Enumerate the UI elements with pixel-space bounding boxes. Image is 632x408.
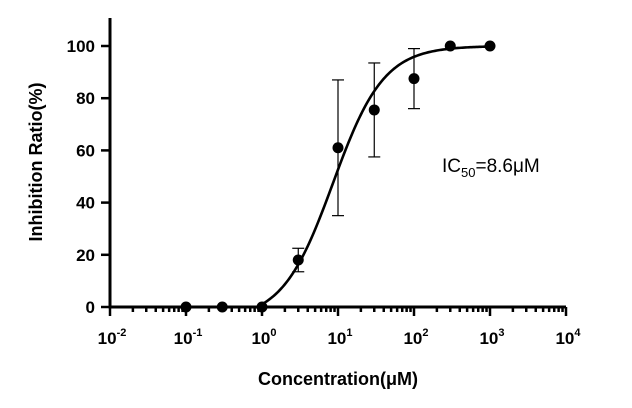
x-ticks: 10-2 10-1 100 101 102 103 104 <box>98 307 581 348</box>
y-tick-label: 60 <box>76 141 95 160</box>
x-tick-base: 10 <box>479 329 498 348</box>
data-point <box>256 301 268 313</box>
data-point <box>408 73 420 85</box>
x-tick-exponent: 2 <box>422 327 428 339</box>
x-tick-label: 104 <box>555 327 581 348</box>
x-tick-exponent: 1 <box>346 327 352 339</box>
ic50-subscript: 50 <box>461 165 475 180</box>
data-point <box>216 301 228 313</box>
x-tick-label: 102 <box>403 327 428 348</box>
x-tick-exponent: 0 <box>270 327 276 339</box>
ic50-annotation: IC50=8.6μM <box>442 156 540 180</box>
x-tick-label: 10-1 <box>174 327 203 348</box>
x-tick-base: 10 <box>403 329 422 348</box>
x-tick-base: 10 <box>251 329 270 348</box>
data-point <box>368 104 380 116</box>
y-tick-label: 20 <box>76 246 95 265</box>
ic50-prefix: IC <box>442 156 461 177</box>
data-points <box>180 40 496 313</box>
y-tick-label: 80 <box>76 89 95 108</box>
x-tick-base: 10 <box>174 329 193 348</box>
data-point <box>332 142 344 154</box>
x-tick-exponent: -2 <box>117 327 127 339</box>
x-tick-label: 103 <box>479 327 504 348</box>
x-axis-title: Concentration(μM) <box>258 369 418 389</box>
y-tick-label: 0 <box>86 298 95 317</box>
y-tick-label: 40 <box>76 194 95 213</box>
error-bars <box>292 48 420 273</box>
x-tick-exponent: -1 <box>193 327 203 339</box>
x-tick-base: 10 <box>555 329 574 348</box>
x-tick-base: 10 <box>98 329 117 348</box>
y-axis-title: Inhibition Ratio(%) <box>26 83 46 242</box>
data-point <box>292 254 304 266</box>
y-ticks: 0 20 40 60 80 100 <box>67 37 110 317</box>
data-point <box>484 40 496 52</box>
x-tick-base: 10 <box>327 329 346 348</box>
data-point <box>444 40 456 52</box>
x-tick-label: 101 <box>327 327 352 348</box>
data-point <box>180 301 192 313</box>
y-tick-label: 100 <box>67 37 95 56</box>
x-tick-label: 10-2 <box>98 327 127 348</box>
ic50-suffix: =8.6μM <box>475 156 539 177</box>
x-tick-exponent: 3 <box>498 327 504 339</box>
x-tick-label: 100 <box>251 327 276 348</box>
x-tick-exponent: 4 <box>574 327 581 339</box>
